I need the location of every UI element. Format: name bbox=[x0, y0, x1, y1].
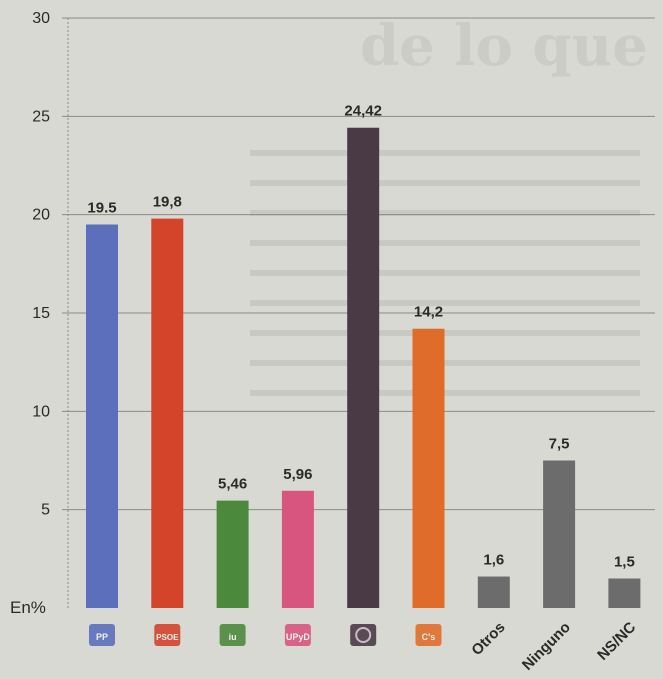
category-label: NS/NC bbox=[594, 619, 639, 664]
logo-text: UPyD bbox=[286, 632, 311, 642]
bar-ns-nc bbox=[608, 578, 641, 608]
bar-upyd bbox=[281, 490, 314, 608]
logo-text: C's bbox=[422, 632, 436, 642]
logo-tile bbox=[350, 624, 377, 646]
y-tick-label: 10 bbox=[32, 403, 50, 420]
logo-upyd: UPyD bbox=[284, 624, 311, 646]
podemos-circle-icon bbox=[355, 627, 372, 643]
value-label: 1,6 bbox=[483, 552, 504, 569]
logo-tile bbox=[415, 624, 442, 646]
bars bbox=[86, 127, 641, 609]
bar-c-s bbox=[412, 328, 445, 608]
value-label: 7,5 bbox=[549, 436, 570, 453]
bar-otros bbox=[477, 576, 510, 608]
logo-tile bbox=[219, 624, 246, 646]
logo-podemos bbox=[350, 624, 377, 646]
logo-text: PSOE bbox=[156, 633, 179, 642]
background-texture: de lo que ha he bbox=[250, 13, 663, 396]
bar-psoe bbox=[151, 218, 184, 608]
y-tick-label: 30 bbox=[32, 10, 50, 27]
value-label: 14,2 bbox=[414, 304, 443, 321]
logo-pp: PP bbox=[89, 624, 115, 646]
logo-text: iu bbox=[229, 632, 237, 642]
value-label: 24,42 bbox=[344, 103, 382, 120]
y-tick-label: 25 bbox=[32, 108, 50, 125]
logo-text: PP bbox=[96, 632, 108, 642]
svg-text:de lo que ha he: de lo que ha he bbox=[360, 13, 663, 79]
logo-tile bbox=[284, 624, 311, 646]
value-labels: 19.5 19,8 5,46 5,96 24,42 14,2 1,6 7,5 1,5 bbox=[87, 103, 634, 571]
bar-pp bbox=[86, 224, 118, 608]
y-axis-label: En% bbox=[10, 598, 46, 617]
bar-podemos bbox=[347, 127, 380, 609]
logo-c-s: C's bbox=[415, 624, 442, 646]
y-tick-label: 15 bbox=[32, 305, 50, 322]
y-tick-label: 5 bbox=[41, 502, 50, 519]
category-label: Ninguno bbox=[519, 619, 574, 674]
category-label: Otros bbox=[468, 619, 508, 659]
y-tick-labels: 5 10 15 20 25 30 bbox=[32, 10, 50, 519]
value-label: 1,5 bbox=[614, 554, 635, 571]
logo-tile bbox=[154, 624, 181, 646]
category-labels: PP PSOE iu UPyD C's Otros Ninguno NS/NC bbox=[89, 619, 639, 674]
bar-iu bbox=[216, 500, 249, 608]
value-label: 19.5 bbox=[87, 200, 116, 217]
logo-tile bbox=[89, 624, 115, 646]
y-tick-label: 20 bbox=[32, 207, 50, 224]
logo-iu: iu bbox=[219, 624, 246, 646]
logo-psoe: PSOE bbox=[154, 624, 181, 646]
value-label: 19,8 bbox=[153, 194, 182, 211]
bar-ninguno bbox=[543, 460, 576, 608]
value-label: 5,96 bbox=[283, 466, 312, 483]
value-label: 5,46 bbox=[218, 476, 247, 493]
